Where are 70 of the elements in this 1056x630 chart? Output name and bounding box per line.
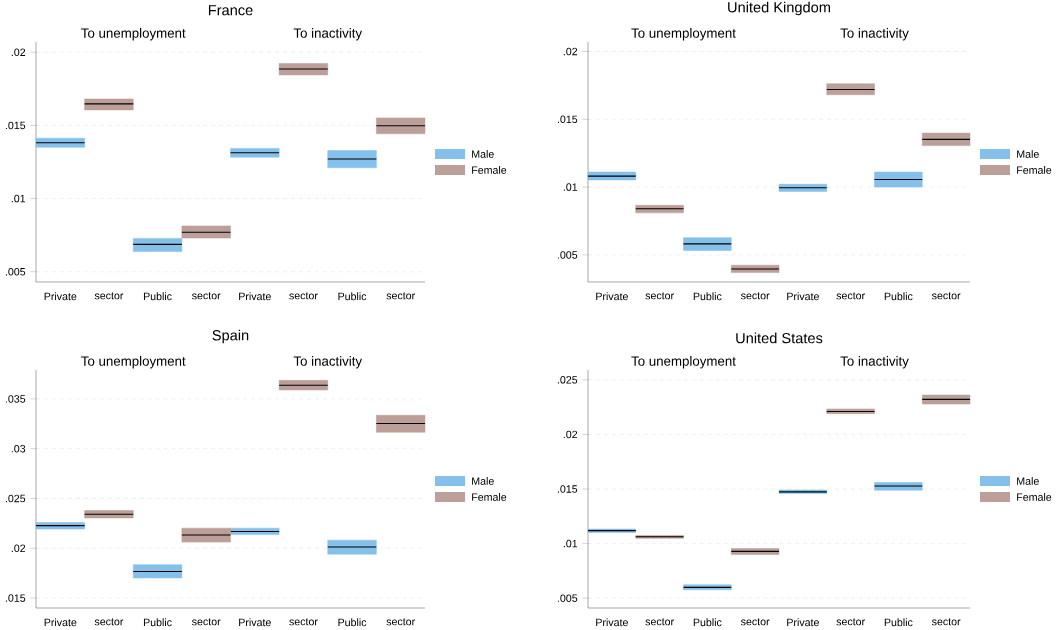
x-tick-label: Public [884, 292, 913, 301]
y-tick-label: .025 [5, 494, 26, 503]
legend-label: Female [1017, 166, 1052, 174]
legend-label: Male [1017, 150, 1039, 158]
x-tick-label: sector [931, 292, 961, 300]
text: To unemployment [631, 28, 736, 41]
x-tick-label: sector [645, 618, 674, 626]
y-tick-label: .005 [557, 594, 578, 602]
y-tick-label: .015 [557, 485, 578, 493]
chart-title: United States [736, 332, 823, 344]
text: To inactivity [840, 356, 909, 369]
x-tick-label: sector [192, 292, 221, 300]
y-tick-label: .01 [11, 194, 26, 203]
y-tick-label: .035 [5, 395, 26, 403]
y-tick-label: .02 [563, 430, 578, 439]
x-tick-label: sector [289, 292, 318, 300]
x-tick-label: Public [338, 292, 367, 301]
x-tick-label: sector [192, 618, 221, 626]
y-tick-label: .015 [557, 115, 578, 124]
text: To inactivity [293, 356, 363, 369]
x-tick-label: Private [44, 618, 77, 627]
text: To unemployment [81, 28, 186, 41]
text: To unemployment [81, 356, 186, 369]
x-tick-label: sector [931, 618, 961, 626]
y-tick-label: .025 [557, 376, 578, 384]
x-tick-label: sector [289, 618, 318, 626]
legend-label: Male [472, 477, 494, 485]
y-tick-label: .015 [5, 594, 26, 602]
y-tick-label: .005 [557, 251, 578, 259]
x-tick-label: Private [239, 292, 271, 301]
x-tick-label: Public [693, 292, 722, 301]
x-tick-label: Private [787, 292, 819, 301]
x-tick-label: sector [836, 292, 865, 300]
x-tick-label: Private [239, 618, 271, 627]
y-tick-label: .015 [5, 121, 26, 130]
text: To inactivity [840, 28, 909, 41]
y-tick-label: .02 [11, 544, 26, 553]
y-tick-label: .02 [563, 47, 578, 56]
x-tick-label: Public [693, 618, 722, 627]
y-tick-label: .02 [11, 48, 26, 57]
legend-label: Female [472, 493, 507, 501]
x-tick-label: sector [94, 618, 124, 626]
x-tick-label: sector [386, 292, 415, 300]
x-tick-label: Private [596, 618, 628, 627]
x-tick-label: Private [44, 292, 77, 301]
x-tick-label: Public [338, 618, 367, 627]
x-tick-label: Private [787, 618, 819, 627]
x-tick-label: sector [740, 618, 770, 626]
x-tick-label: Private [596, 292, 628, 301]
y-tick-label: .03 [11, 444, 26, 453]
x-tick-label: sector [645, 292, 674, 300]
y-tick-label: .01 [563, 183, 578, 191]
x-tick-label: Public [143, 618, 172, 627]
chart-title: Spain [212, 329, 249, 344]
legend-label: Male [472, 150, 494, 158]
x-tick-label: sector [386, 618, 415, 626]
text: To inactivity [293, 28, 363, 41]
x-tick-label: sector [94, 292, 124, 300]
chart-title: United Kingdom [728, 1, 830, 16]
x-tick-label: sector [740, 292, 770, 300]
legend-label: Female [1017, 493, 1052, 501]
x-tick-label: sector [836, 618, 865, 626]
x-tick-label: Public [884, 618, 913, 627]
text: To unemployment [631, 356, 736, 369]
y-tick-label: .005 [5, 268, 26, 276]
legend-label: Female [472, 166, 507, 174]
legend-label: Male [1017, 477, 1039, 485]
y-tick-label: .01 [563, 539, 578, 548]
x-tick-label: Public [143, 292, 172, 301]
chart-title: France [208, 5, 253, 16]
